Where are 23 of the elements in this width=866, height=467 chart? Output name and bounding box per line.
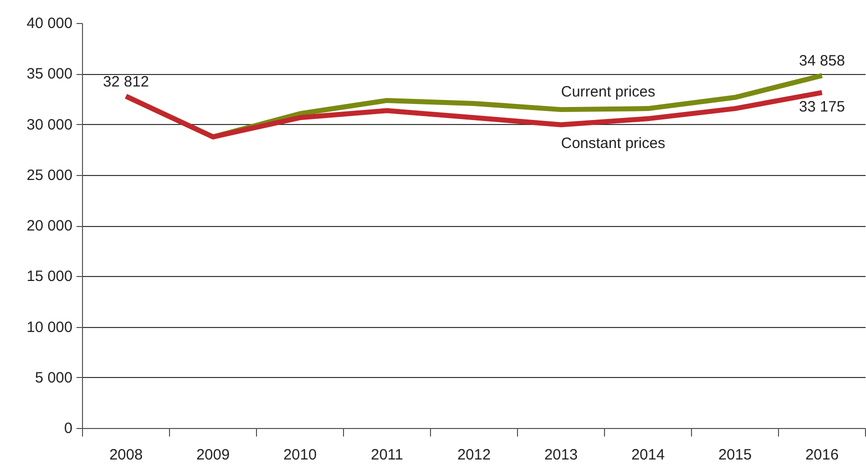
x-tick-label: 2011 <box>370 446 404 464</box>
x-tick-label: 2014 <box>631 446 665 464</box>
series-label: Constant prices <box>561 134 666 152</box>
data-label: 34 858 <box>799 52 845 70</box>
y-tick-label: 20 000 <box>26 218 73 234</box>
y-tick-label: 15 000 <box>26 268 73 286</box>
x-tick-label: 2009 <box>196 446 230 464</box>
x-tick-label: 2016 <box>805 446 839 464</box>
x-tick-label: 2012 <box>457 446 491 464</box>
y-tick-label: 10 000 <box>26 318 73 336</box>
series-label: Current prices <box>561 84 656 101</box>
data-label: 32 812 <box>103 73 149 90</box>
y-tick-label: 25 000 <box>26 166 73 184</box>
y-tick-label: 30 000 <box>26 116 73 134</box>
y-tick-label: 5 000 <box>34 369 73 386</box>
y-tick-label: 0 <box>64 420 72 437</box>
x-tick-label: 2010 <box>283 446 317 464</box>
y-tick-label: 40 000 <box>26 15 73 32</box>
data-label: 33 175 <box>799 98 845 116</box>
y-tick-label: 35 000 <box>26 66 73 83</box>
x-tick-label: 2008 <box>109 446 143 464</box>
x-tick-label: 2013 <box>544 446 578 464</box>
x-tick-label: 2015 <box>718 446 752 464</box>
